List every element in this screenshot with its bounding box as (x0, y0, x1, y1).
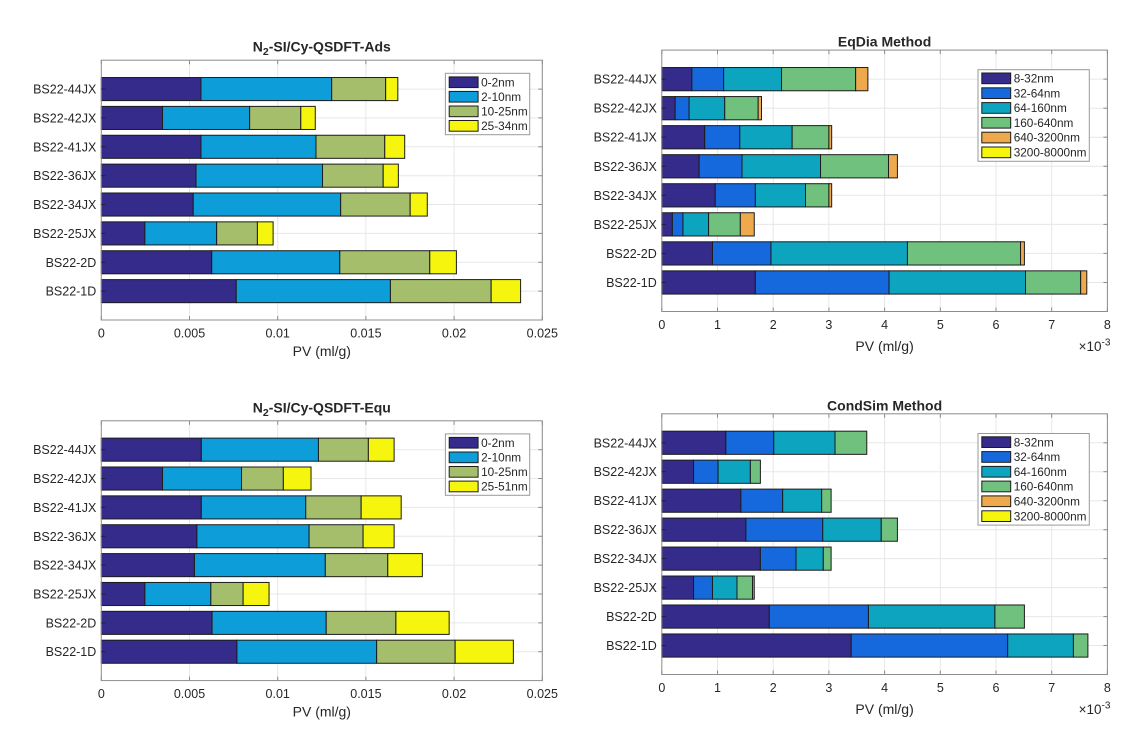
svg-text:BS22-25JX: BS22-25JX (33, 227, 97, 241)
svg-text:BS22-1D: BS22-1D (46, 285, 97, 299)
svg-text:4: 4 (881, 318, 888, 332)
svg-text:EqDia Method: EqDia Method (838, 34, 931, 50)
svg-text:0-2nm: 0-2nm (481, 436, 515, 450)
svg-text:0.01: 0.01 (266, 327, 290, 341)
svg-text:BS22-2D: BS22-2D (606, 247, 657, 261)
svg-text:BS22-1D: BS22-1D (606, 276, 657, 290)
svg-text:BS22-36JX: BS22-36JX (594, 523, 658, 537)
svg-text:8-32nm: 8-32nm (1014, 72, 1054, 86)
svg-text:6: 6 (993, 318, 1000, 332)
svg-text:BS22-44JX: BS22-44JX (594, 73, 658, 87)
svg-text:0.02: 0.02 (442, 687, 466, 701)
svg-text:BS22-44JX: BS22-44JX (33, 83, 97, 97)
svg-text:2-10nm: 2-10nm (481, 451, 521, 465)
svg-text:640-3200nm: 640-3200nm (1014, 131, 1080, 145)
svg-text:3200-8000nm: 3200-8000nm (1014, 509, 1087, 523)
svg-text:BS22-25JX: BS22-25JX (594, 218, 658, 232)
svg-text:BS22-36JX: BS22-36JX (594, 160, 658, 174)
svg-text:1: 1 (714, 318, 721, 332)
svg-text:BS22-2D: BS22-2D (46, 616, 97, 630)
svg-text:64-160nm: 64-160nm (1014, 101, 1067, 115)
svg-text:10-25nm: 10-25nm (481, 105, 528, 119)
svg-text:0-2nm: 0-2nm (481, 75, 515, 89)
svg-text:BS22-44JX: BS22-44JX (594, 436, 658, 450)
svg-text:0.01: 0.01 (266, 687, 290, 701)
svg-text:4: 4 (881, 681, 888, 695)
svg-text:3: 3 (825, 318, 832, 332)
svg-text:BS22-34JX: BS22-34JX (33, 198, 97, 212)
svg-text:8: 8 (1104, 681, 1111, 695)
svg-text:3: 3 (825, 681, 832, 695)
svg-text:BS22-25JX: BS22-25JX (33, 588, 97, 602)
svg-text:8-32nm: 8-32nm (1014, 435, 1054, 449)
svg-text:7: 7 (1048, 318, 1055, 332)
svg-text:N2-SI/Cy-QSDFT-Equ: N2-SI/Cy-QSDFT-Equ (253, 399, 391, 419)
svg-text:BS22-34JX: BS22-34JX (33, 559, 97, 573)
svg-text:7: 7 (1048, 681, 1055, 695)
svg-text:BS22-42JX: BS22-42JX (33, 472, 97, 486)
svg-text:2: 2 (770, 681, 777, 695)
svg-text:0.015: 0.015 (350, 327, 381, 341)
svg-text:BS22-41JX: BS22-41JX (33, 140, 97, 154)
svg-text:0.015: 0.015 (350, 687, 381, 701)
svg-text:2: 2 (770, 318, 777, 332)
svg-text:BS22-34JX: BS22-34JX (594, 189, 658, 203)
svg-text:BS22-2D: BS22-2D (606, 610, 657, 624)
svg-text:0.025: 0.025 (527, 687, 558, 701)
svg-text:BS22-1D: BS22-1D (46, 645, 97, 659)
svg-text:5: 5 (937, 318, 944, 332)
svg-text:BS22-1D: BS22-1D (606, 639, 657, 653)
svg-text:0.005: 0.005 (174, 687, 205, 701)
svg-text:6: 6 (993, 681, 1000, 695)
svg-text:BS22-42JX: BS22-42JX (594, 102, 658, 116)
svg-text:1: 1 (714, 681, 721, 695)
svg-text:BS22-2D: BS22-2D (46, 256, 97, 270)
svg-text:BS22-34JX: BS22-34JX (594, 552, 658, 566)
svg-text:BS22-42JX: BS22-42JX (33, 111, 97, 125)
svg-text:0: 0 (98, 687, 105, 701)
svg-text:5: 5 (937, 681, 944, 695)
svg-text:BS22-42JX: BS22-42JX (594, 465, 658, 479)
svg-text:BS22-25JX: BS22-25JX (594, 581, 658, 595)
svg-text:PV (ml/g): PV (ml/g) (293, 343, 351, 359)
svg-text:PV (ml/g): PV (ml/g) (855, 701, 913, 717)
svg-text:BS22-36JX: BS22-36JX (33, 169, 97, 183)
svg-text:25-51nm: 25-51nm (481, 480, 528, 494)
svg-text:160-640nm: 160-640nm (1014, 116, 1074, 130)
svg-text:0: 0 (658, 318, 665, 332)
svg-text:640-3200nm: 640-3200nm (1014, 495, 1080, 509)
svg-text:PV (ml/g): PV (ml/g) (293, 704, 351, 720)
svg-text:BS22-41JX: BS22-41JX (594, 494, 658, 508)
svg-text:BS22-44JX: BS22-44JX (33, 443, 97, 457)
svg-text:32-64nm: 32-64nm (1014, 450, 1061, 464)
svg-text:BS22-41JX: BS22-41JX (594, 131, 658, 145)
svg-text:0: 0 (658, 681, 665, 695)
svg-text:25-34nm: 25-34nm (481, 119, 528, 133)
svg-text:0.005: 0.005 (174, 327, 205, 341)
svg-text:CondSim Method: CondSim Method (827, 397, 942, 413)
svg-text:0.02: 0.02 (442, 327, 466, 341)
svg-text:BS22-36JX: BS22-36JX (33, 530, 97, 544)
svg-text:BS22-41JX: BS22-41JX (33, 501, 97, 515)
svg-text:2-10nm: 2-10nm (481, 90, 521, 104)
svg-text:0.025: 0.025 (527, 327, 558, 341)
svg-text:32-64nm: 32-64nm (1014, 86, 1061, 100)
svg-text:160-640nm: 160-640nm (1014, 480, 1074, 494)
svg-text:PV (ml/g): PV (ml/g) (855, 338, 913, 354)
svg-text:0: 0 (98, 327, 105, 341)
svg-text:N2-SI/Cy-QSDFT-Ads: N2-SI/Cy-QSDFT-Ads (253, 39, 391, 59)
svg-text:10-25nm: 10-25nm (481, 465, 528, 479)
svg-text:8: 8 (1104, 318, 1111, 332)
svg-text:3200-8000nm: 3200-8000nm (1014, 146, 1087, 160)
svg-text:64-160nm: 64-160nm (1014, 465, 1067, 479)
